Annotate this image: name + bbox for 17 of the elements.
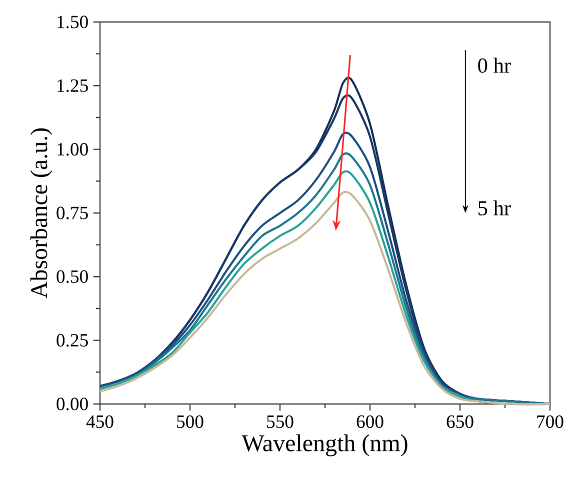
x-tick-label: 550 <box>267 415 294 428</box>
annotation: 0 hr <box>478 58 511 73</box>
x-tick-label: 700 <box>537 415 564 428</box>
x-tick-label: 450 <box>86 415 114 428</box>
y-tick-label: 0.75 <box>56 206 88 220</box>
y-tick-label: 0.50 <box>56 270 88 283</box>
x-tick-label: 500 <box>177 415 204 428</box>
y-axis-title: Absorbance (a.u.) <box>30 128 52 298</box>
x-tick-label: 650 <box>446 415 474 428</box>
y-tick-label: 0.25 <box>56 334 88 347</box>
y-tick-label: 0.00 <box>56 398 88 410</box>
y-tick-label: 1.00 <box>58 142 88 156</box>
y-tick-label: 1.25 <box>58 79 88 92</box>
x-tick-label: 600 <box>356 415 384 428</box>
y-tick-label: 1.50 <box>58 16 88 28</box>
annotation: 5 hr <box>478 200 511 216</box>
x-axis-title: Wavelength (nm) <box>242 434 408 456</box>
